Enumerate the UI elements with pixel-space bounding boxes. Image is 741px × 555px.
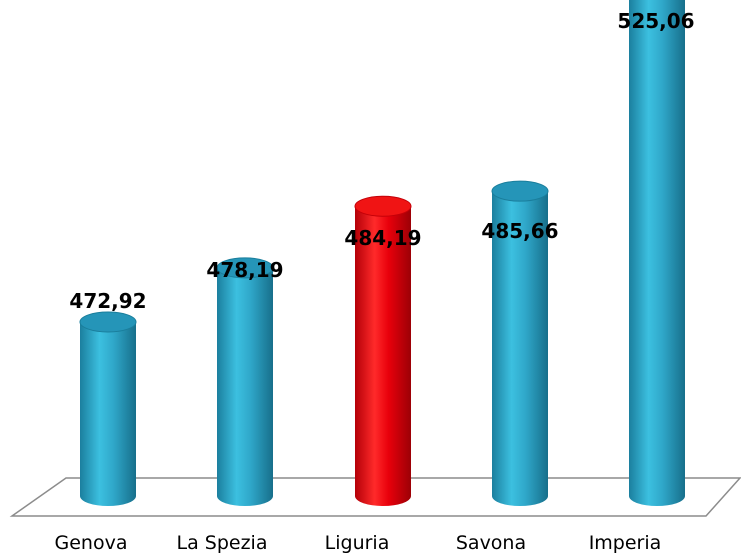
category-labels: Genova La Spezia Liguria Savona Imperia [55,532,662,554]
bar-genova [80,322,136,506]
value-label-genova: 472,92 [69,289,146,313]
bar-la-spezia [217,267,273,506]
value-label-imperia: 525,06 [617,9,694,33]
value-label-savona: 485,66 [481,219,558,243]
bar-imperia [629,0,685,506]
bar-top-savona [491,180,549,202]
bar-liguria [355,206,411,507]
bar-top-genova [79,311,137,333]
bar-savona [492,191,548,506]
category-label-savona: Savona [456,532,526,554]
value-label-la-spezia: 478,19 [206,258,283,282]
value-labels: 472,92 478,19 484,19 485,66 525,06 [69,9,694,313]
category-label-liguria: Liguria [325,532,390,554]
value-label-liguria: 484,19 [344,226,421,250]
bar-top-liguria [354,195,412,217]
category-label-genova: Genova [55,532,128,554]
bar-top-la-spezia [216,257,274,279]
category-label-imperia: Imperia [589,532,662,554]
category-label-la-spezia: La Spezia [177,532,268,554]
bars-group [79,0,685,507]
